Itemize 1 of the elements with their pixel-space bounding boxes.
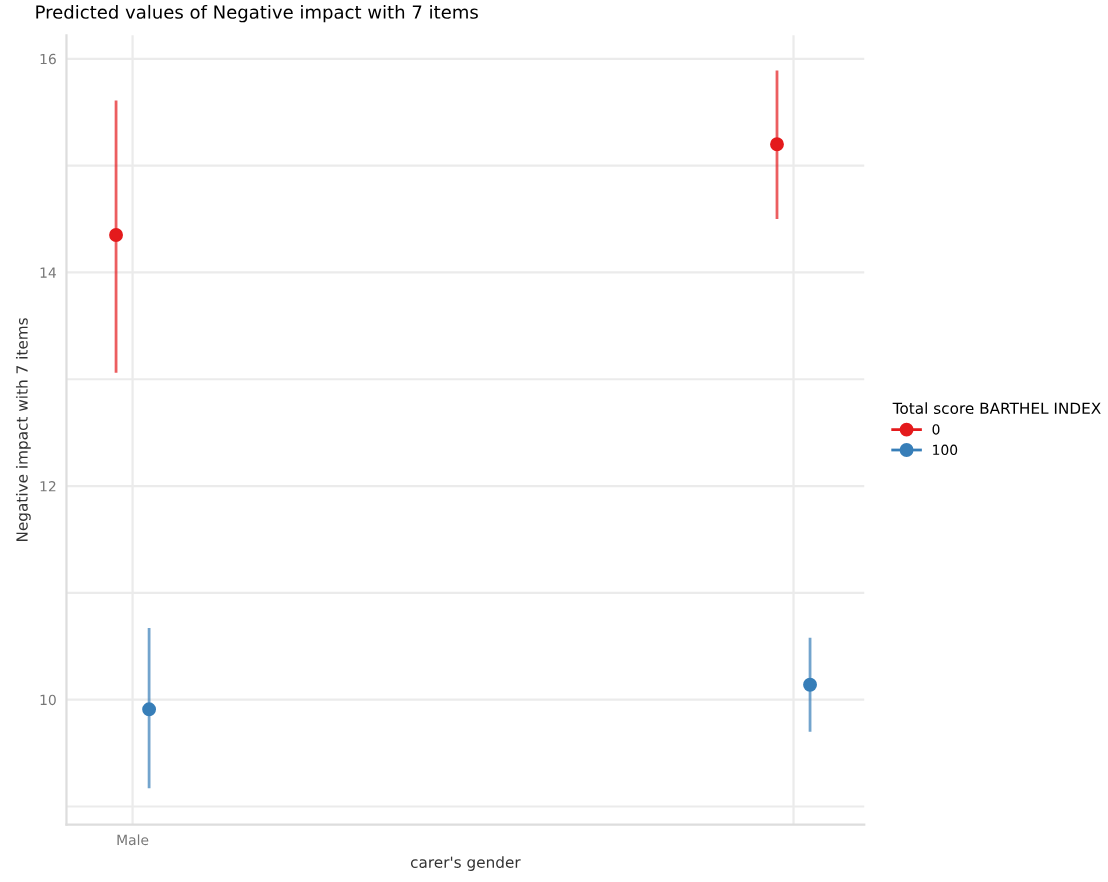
chart-title: Predicted values of Negative impact with 7 items <box>36 4 478 23</box>
